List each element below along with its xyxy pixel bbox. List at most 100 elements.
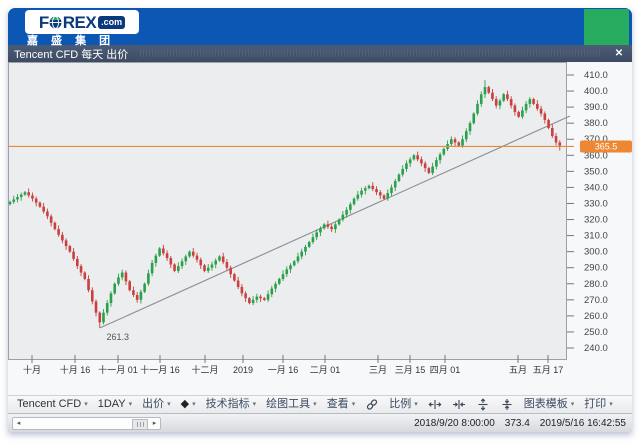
candle-body <box>386 193 390 199</box>
candle-body <box>109 293 113 304</box>
candle-body <box>72 251 75 259</box>
chart-window: F REX .com 嘉 盛 集 团 Tencent CFD 每天 出价 ✕ 2… <box>8 8 632 432</box>
candle-body <box>61 234 64 241</box>
y-axis-label: 410.0 <box>584 70 608 81</box>
toolbar-scale-menu[interactable]: 比例 ▾ <box>384 398 423 411</box>
toolbar-drawing-tools-menu[interactable]: 绘图工具 ▾ <box>261 398 322 411</box>
app-header: F REX .com 嘉 盛 集 团 <box>8 8 632 47</box>
candle-body <box>498 100 502 106</box>
candle-body <box>191 251 195 256</box>
candle-body <box>255 296 259 300</box>
x-axis-label: 十一月 01 <box>98 364 138 375</box>
x-axis-label: 十月 16 <box>60 364 91 375</box>
candle-body <box>468 123 472 132</box>
candle-body <box>431 166 434 173</box>
toolbar-view-menu[interactable]: 查看 ▾ <box>322 398 361 411</box>
candle-body <box>8 201 12 205</box>
candle-body <box>464 131 468 140</box>
candle-body <box>206 267 210 271</box>
candle-body <box>319 228 322 233</box>
chevron-down-icon: ▾ <box>313 401 317 408</box>
candle-body <box>150 262 154 274</box>
toolbar-symbol-select[interactable]: Tencent CFD ▾ <box>12 398 93 411</box>
candle-body <box>117 277 120 284</box>
candle-body <box>311 237 315 243</box>
candle-body <box>393 180 397 188</box>
candle-body <box>277 278 281 284</box>
candle-body <box>221 256 225 263</box>
toolbar-zoom-in-vertical-button[interactable] <box>471 397 495 412</box>
toolbar-templates-menu[interactable]: 图表模板 ▾ <box>519 398 580 411</box>
y-axis-label: 270.0 <box>584 295 608 306</box>
status-current-time: 2019/5/16 16:42:55 <box>539 417 626 429</box>
candle-body <box>229 267 232 275</box>
candle-body <box>371 185 375 190</box>
candle-body <box>94 301 98 313</box>
candle-body <box>337 219 341 225</box>
scroll-left-icon[interactable]: ◂ <box>16 419 21 427</box>
candle-body <box>356 194 360 199</box>
toolbar-label: 打印 <box>584 398 607 410</box>
candle-body <box>199 259 203 266</box>
y-axis-label: 290.0 <box>584 263 608 274</box>
scroll-right-icon[interactable]: ▸ <box>152 419 157 427</box>
candle-body <box>281 274 285 279</box>
horizontal-scrollbar[interactable]: ◂ ▸ <box>12 416 161 430</box>
toolbar-link-toggle[interactable] <box>360 397 384 412</box>
close-icon[interactable]: ✕ <box>614 48 624 59</box>
candle-body <box>53 222 57 230</box>
chevron-down-icon: ▾ <box>351 401 356 408</box>
y-axis-label: 280.0 <box>584 279 608 290</box>
scrollbar-thumb[interactable] <box>132 418 148 430</box>
candle-body <box>479 94 483 104</box>
x-axis-label: 五月 <box>509 365 527 375</box>
statusbar: ◂ ▸ 2018/9/20 8:00:00 373.4 2019/5/16 16… <box>8 413 632 432</box>
chevron-down-icon: ▾ <box>252 401 257 408</box>
candle-body <box>375 189 378 193</box>
toolbar-zoom-out-vertical-button[interactable] <box>495 397 519 412</box>
price-chart-panel[interactable]: 240.0 250.0 260.0 270.0 280.0 290.0 300.0 310.0… <box>8 62 632 395</box>
toolbar-zoom-out-horizontal-button[interactable] <box>447 397 471 412</box>
candle-body <box>46 211 49 217</box>
chart-titlebar: Tencent CFD 每天 出价 ✕ <box>8 45 632 62</box>
candle-body <box>27 192 30 196</box>
candle-body <box>300 251 304 257</box>
toolbar-price-type-select[interactable]: 出价 ▾ <box>137 398 176 411</box>
toolbar-print-menu[interactable]: 打印 ▾ <box>579 398 618 411</box>
candle-body <box>483 87 487 95</box>
candle-body <box>539 108 543 114</box>
candle-body <box>158 248 161 256</box>
status-range-value: 373.4 <box>504 417 530 429</box>
y-axis-label: 240.0 <box>584 343 608 354</box>
header-green-block <box>584 9 629 45</box>
candle-body <box>16 197 19 200</box>
candle-body <box>524 103 528 111</box>
price-chart[interactable]: 240.0 250.0 260.0 270.0 280.0 290.0 300.0 310.0… <box>8 62 632 380</box>
candle-body <box>120 272 124 278</box>
candle-body <box>360 190 363 195</box>
candle-body <box>330 226 333 230</box>
candle-body <box>244 293 247 299</box>
candle-body <box>341 214 345 220</box>
candle-body <box>453 139 457 143</box>
candle-body <box>412 155 416 160</box>
toolbar-indicators-menu[interactable]: 技术指标 ▾ <box>201 398 262 411</box>
candle-body <box>528 99 532 104</box>
toolbar-interval-select[interactable]: 1DAY ▾ <box>93 398 137 411</box>
toolbar-chart-style-select[interactable]: ◆ ▾ <box>176 398 201 411</box>
candle-body <box>184 256 188 262</box>
candle-body <box>397 174 401 181</box>
candle-body <box>558 142 562 146</box>
candle-body <box>494 99 498 106</box>
candle-body <box>49 216 53 223</box>
toolbar-zoom-in-horizontal-button[interactable] <box>423 397 447 412</box>
candle-body <box>19 194 23 198</box>
candle-body <box>195 255 199 260</box>
candle-body <box>87 278 90 291</box>
candle-body <box>124 272 128 282</box>
toolbar-label: 1DAY <box>97 398 126 410</box>
candle-body <box>165 253 169 259</box>
candle-body <box>292 261 296 266</box>
candle-body <box>180 261 184 267</box>
chevron-down-icon: ▾ <box>167 401 171 408</box>
